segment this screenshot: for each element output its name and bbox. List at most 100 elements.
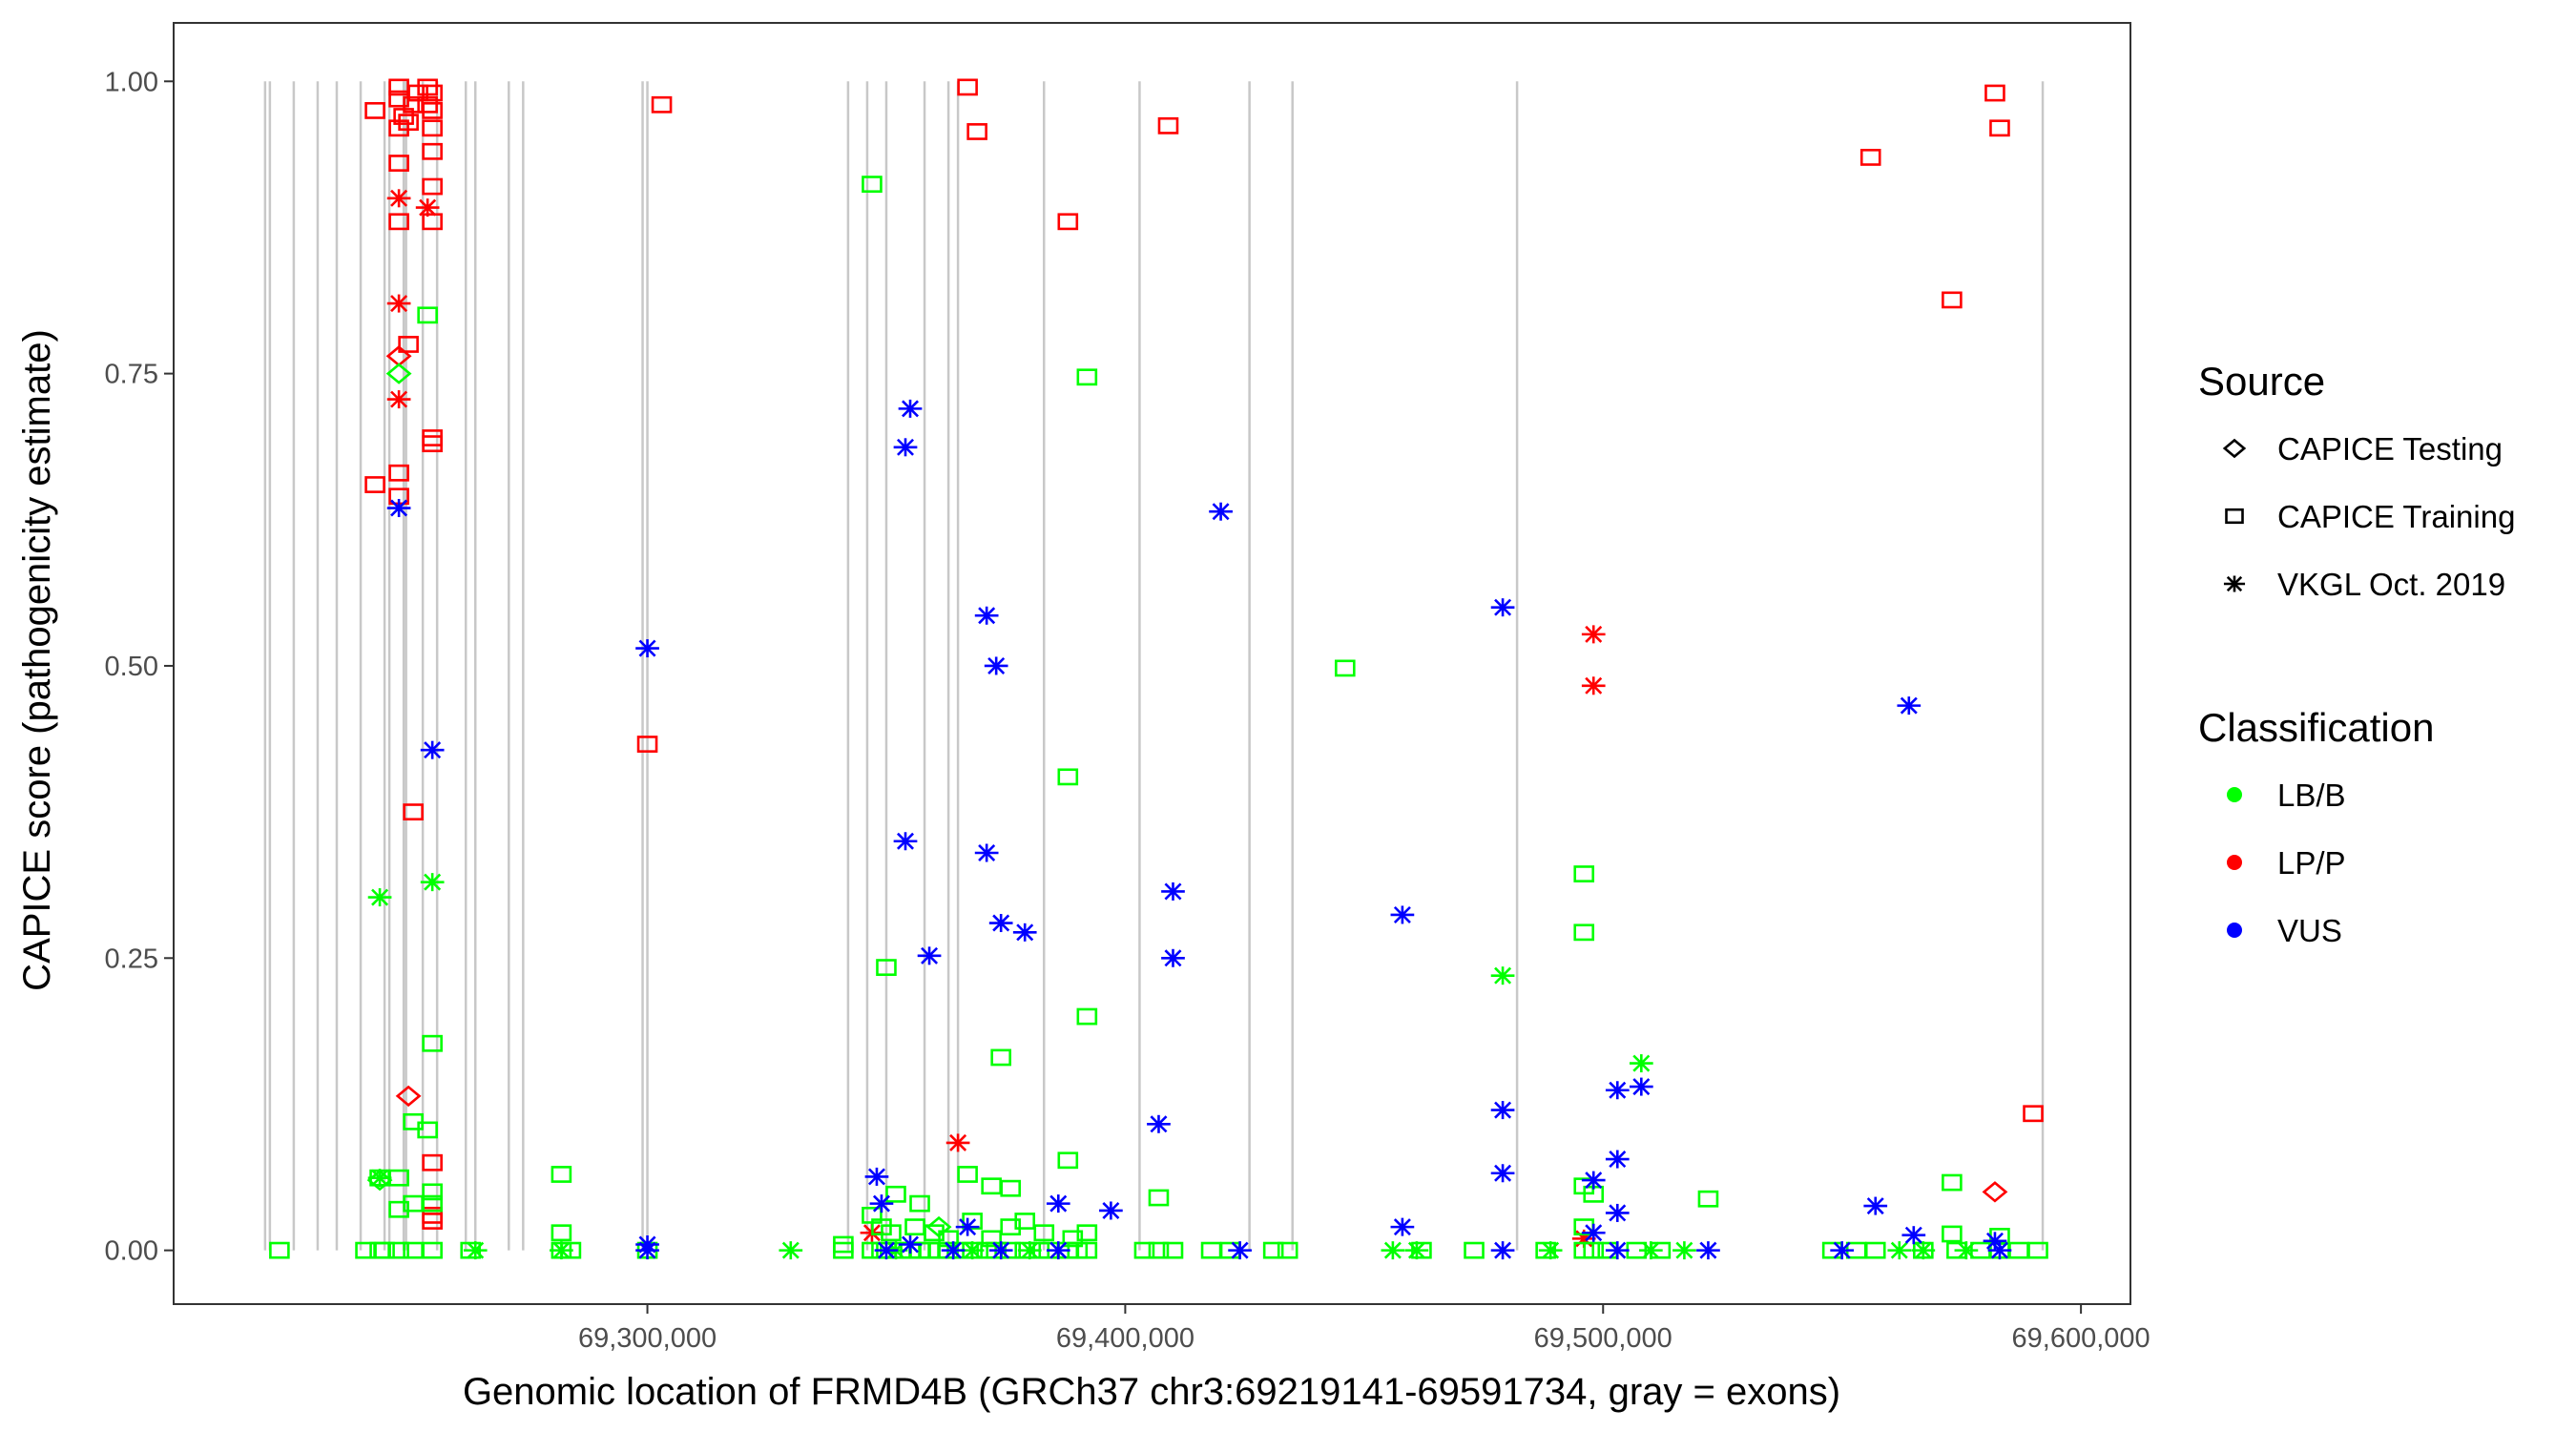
asterisk-stroke: [1990, 1241, 2008, 1259]
point-asterisk: [1404, 1241, 1429, 1260]
asterisk-stroke: [902, 1235, 920, 1254]
point-square: [1057, 213, 1079, 231]
asterisk-stroke: [1164, 949, 1182, 967]
point-square: [551, 1224, 572, 1242]
point-square: [1148, 1241, 1170, 1259]
point-asterisk: [1490, 1241, 1515, 1260]
point-asterisk: [420, 740, 445, 759]
point-square: [924, 1224, 945, 1242]
asterisk-stroke: [1675, 1241, 1693, 1259]
point-square: [422, 177, 443, 196]
asterisk-stroke: [1021, 1241, 1039, 1259]
point-asterisk: [955, 1217, 980, 1236]
point-asterisk: [1390, 905, 1415, 924]
asterisk-stroke: [877, 1241, 895, 1259]
asterisk-stroke: [1016, 923, 1034, 942]
asterisk-stroke: [902, 400, 920, 418]
point-asterisk: [1605, 1081, 1630, 1100]
asterisk-stroke: [1609, 1081, 1627, 1099]
point-asterisk: [1887, 1241, 1912, 1260]
point-square: [1200, 1241, 1222, 1259]
asterisk-stroke: [1494, 1101, 1512, 1119]
asterisk-stroke: [1632, 1078, 1651, 1096]
point-square: [403, 803, 424, 821]
point-asterisk: [984, 656, 1008, 675]
x-axis-title: Genomic location of FRMD4B (GRCh37 chr3:…: [463, 1371, 1840, 1413]
point-square: [1076, 1007, 1098, 1026]
asterisk-stroke: [921, 946, 939, 964]
y-tick-label: 0.25: [105, 944, 158, 974]
point-asterisk: [893, 832, 918, 851]
point-square: [909, 1194, 930, 1213]
legend-color-dot: [2227, 855, 2242, 870]
asterisk-stroke: [1049, 1194, 1068, 1213]
asterisk-stroke: [638, 1241, 656, 1259]
asterisk-stroke: [1904, 1226, 1922, 1244]
legend-label-classification: VUS: [2277, 913, 2342, 948]
point-asterisk: [635, 639, 659, 658]
point-square: [862, 176, 883, 194]
point-square: [2023, 1105, 2044, 1123]
point-square: [422, 119, 443, 137]
point-square: [422, 429, 443, 446]
y-tick-label: 1.00: [105, 67, 158, 97]
point-asterisk: [974, 606, 999, 625]
y-axis: 0.00 0.25 0.50 0.75 1.00: [105, 67, 174, 1267]
y-axis-title: CAPICE score (pathogenicity estimate): [16, 329, 58, 991]
point-asterisk: [1605, 1241, 1630, 1260]
asterisk-stroke: [638, 639, 656, 657]
point-diamond: [2222, 438, 2247, 459]
asterisk-stroke: [1632, 1054, 1651, 1072]
point-square: [1057, 1151, 1079, 1170]
point-square: [885, 1185, 906, 1203]
point-square: [1033, 1224, 1055, 1242]
point-square: [422, 142, 443, 160]
asterisk-stroke: [390, 499, 408, 517]
point-asterisk: [1490, 1164, 1515, 1183]
asterisk-stroke: [424, 741, 442, 759]
y-tick-label: 0.50: [105, 652, 158, 682]
point-square: [417, 95, 438, 114]
point-square: [1000, 1218, 1021, 1236]
point-asterisk: [1490, 598, 1515, 617]
point-square: [1076, 1241, 1098, 1259]
plot-panel-border: [173, 22, 2131, 1305]
point-asterisk: [1629, 1077, 1653, 1096]
point-square: [388, 155, 409, 172]
point-square: [1277, 1241, 1298, 1259]
point-square: [417, 1121, 438, 1139]
point-asterisk: [420, 873, 445, 892]
point-asterisk: [1897, 696, 1922, 716]
point-asterisk: [386, 390, 411, 409]
asterisk-stroke: [1231, 1241, 1249, 1259]
point-square: [1000, 1179, 1021, 1197]
point-square: [551, 1166, 572, 1183]
point-asterisk: [1911, 1241, 1936, 1260]
asterisk-stroke: [1407, 1241, 1425, 1259]
point-asterisk: [1581, 676, 1606, 695]
legend: Source Classification CAPICE Testing CAPI…: [2198, 359, 2515, 948]
point-square: [1464, 1241, 1485, 1259]
asterisk-stroke: [872, 1194, 890, 1213]
point-square: [966, 123, 987, 140]
point-square: [1157, 116, 1179, 135]
point-asterisk: [1209, 502, 1233, 521]
point-asterisk: [1696, 1241, 1720, 1260]
point-asterisk: [869, 1194, 894, 1213]
point-square: [2027, 1241, 2048, 1259]
asterisk-stroke: [467, 1241, 485, 1259]
legend-title-source: Source: [2198, 359, 2325, 404]
point-asterisk: [1605, 1150, 1630, 1169]
asterisk-stroke: [987, 656, 1006, 674]
point-square: [957, 78, 978, 96]
legend-label-classification: LB/B: [2277, 778, 2346, 813]
asterisk-stroke: [1494, 1164, 1512, 1182]
point-asterisk: [1099, 1201, 1123, 1220]
legend-title-classification: Classification: [2198, 705, 2434, 750]
asterisk-stroke: [949, 1133, 967, 1151]
asterisk-stroke: [390, 390, 408, 408]
point-square: [1262, 1241, 1284, 1259]
point-square: [1942, 1173, 1963, 1192]
asterisk-stroke: [1890, 1241, 1908, 1259]
point-asterisk: [1672, 1241, 1696, 1260]
